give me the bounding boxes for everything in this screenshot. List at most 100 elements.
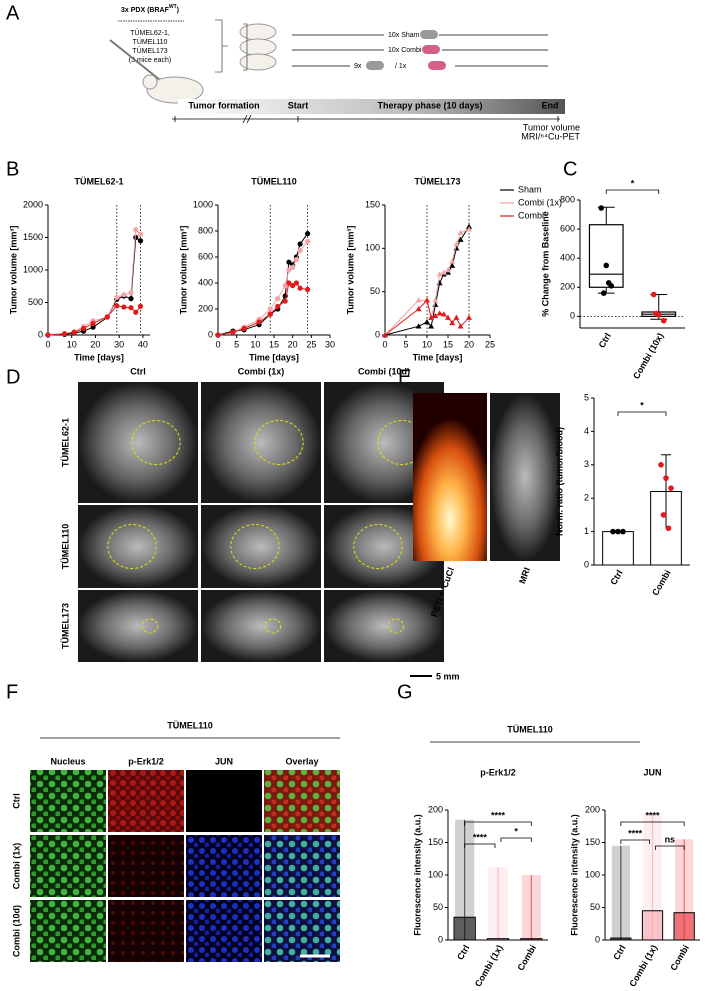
if-image [30,770,106,832]
y-tick-label: 100 [585,869,600,879]
y-tick-label: 0 [375,329,380,339]
bar [486,938,510,941]
pill [420,30,438,39]
marker [382,332,388,338]
chart-title: JUN [643,767,661,777]
mri-image [201,382,321,503]
marker [305,286,311,293]
schematic: 3x PDX (BRAFWT) TÜMEL62-1, TÜMEL110 TÜME… [109,4,580,141]
marker [428,314,435,320]
panel-label: C [563,158,577,180]
tumor-outline [264,618,282,634]
y-tick-label: 4 [584,426,589,436]
x-tick-label: 15 [269,339,279,349]
mri-image [201,590,321,662]
y-tick-label: 1000 [23,264,43,274]
if-image [264,900,340,962]
arm: 9x [354,63,362,70]
mri-image [78,505,198,588]
row-label: Ctrl [11,793,21,809]
significance-label: **** [628,828,643,838]
x-tick-label: 10 [422,339,432,349]
column-header: Nucleus [50,756,85,766]
y-tick-label: 1 [584,526,589,536]
marker [286,280,292,286]
if-image [108,835,184,897]
phase: Tumor formation [188,100,259,110]
marker [457,229,464,235]
y-axis-label: Fluorescence intensity (a.u.) [412,814,422,936]
significance-label: **** [491,810,506,820]
y-tick-label: 3 [584,459,589,469]
y-tick-label: 50 [433,902,443,912]
x-tick-label: 15 [443,339,453,349]
phase: End [542,100,559,110]
y-axis-label: Fluorescence intensity (a.u.) [569,814,579,936]
y-tick-label: 50 [370,286,380,296]
image-panels: Ctrl Combi (1x) Combi (10d) TÜMEL62-1 TÜMEL1… [11,366,640,962]
legend-label: Sham [518,184,542,194]
marker [267,306,273,312]
tumor-outline [254,420,304,465]
marker [71,329,77,335]
marker [293,257,299,263]
x-tick-label: Ctrl [597,331,613,349]
marker [121,304,127,310]
mouse [146,76,204,104]
y-axis-label: Tumor volume [mm³] [8,226,18,315]
marker [305,238,311,244]
readout: Tumor volume [523,122,580,132]
marker [215,332,221,338]
mri-image [201,505,321,588]
y-tick-label: 800 [560,194,575,204]
data-point [598,205,605,211]
significance-bracket [500,837,532,842]
time-ticks [174,114,559,124]
marker [466,226,472,232]
marker [424,297,430,303]
chart-title: TÜMEL110 [251,176,297,186]
if-image [186,770,262,832]
syringe [109,39,161,81]
marker [449,258,456,264]
y-tick-label: 400 [198,277,213,287]
row-label: TÜMEL62-1 [60,418,70,467]
marker [445,267,451,273]
marker [62,331,68,337]
marker [80,325,87,332]
y-axis-label: Tumor volume [mm³] [345,226,355,315]
marker [282,298,288,304]
y-tick-label: 100 [365,243,380,253]
significance-label: **** [473,832,488,842]
x-tick-label: 0 [382,339,387,349]
column-header: p-Erk1/2 [128,756,164,766]
data-point [660,317,667,324]
model: TÜMEL62-1, [130,29,170,37]
x-tick-label: 20 [464,339,474,349]
y-tick-label: 200 [560,282,575,292]
mri-image [78,590,198,662]
x-tick-label: 20 [90,339,100,349]
marker [128,296,134,302]
model: (3 mice each) [129,57,171,64]
scale-label: 5 mm [436,671,460,681]
mouse [239,23,277,41]
marker [137,303,144,309]
marker [90,320,96,326]
y-tick-label: 150 [428,837,443,847]
chart-title: p-Erk1/2 [480,767,516,777]
row-label: TÜMEL110 [60,524,70,570]
data-point [615,528,621,535]
marker [297,241,303,247]
bar [453,916,476,941]
x-tick-label: 30 [114,339,124,349]
marker [104,314,110,320]
y-tick-label: 2000 [23,199,43,209]
pill [366,61,384,70]
x-axis-label: Time [days] [249,352,299,362]
significance-bracket [620,839,650,844]
column-header: Overlay [285,756,318,766]
mri-image [78,382,198,503]
x-axis-label: Time [days] [74,352,124,362]
marker [432,312,439,319]
